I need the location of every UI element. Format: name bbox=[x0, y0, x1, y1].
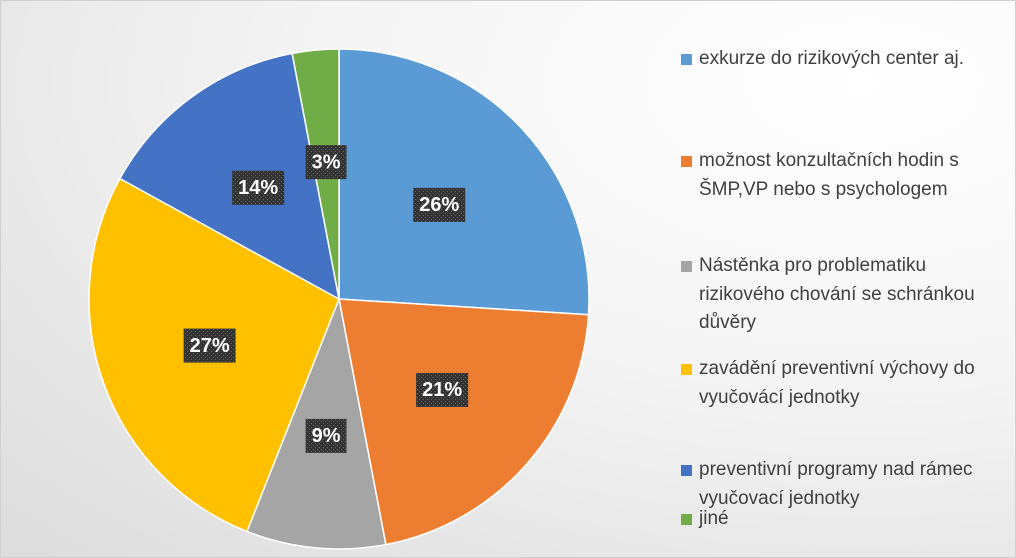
legend-entry: možnost konzultačních hodin s ŠMP,VP neb… bbox=[681, 147, 981, 204]
legend-entry: preventivní programy nad rámec vyučovací… bbox=[681, 456, 981, 513]
data-label: 9% bbox=[305, 418, 347, 453]
data-label-text: 21% bbox=[422, 379, 462, 401]
legend-label: preventivní programy nad rámec vyučovací… bbox=[699, 459, 973, 509]
data-label: 21% bbox=[416, 372, 469, 407]
legend-label: zavádění preventivní výchovy do vyučovác… bbox=[699, 358, 975, 408]
legend-swatch bbox=[681, 364, 692, 375]
data-label-box bbox=[416, 372, 469, 407]
data-label-text: 3% bbox=[312, 151, 341, 173]
data-label-text: 9% bbox=[312, 425, 341, 447]
legend-swatch bbox=[681, 156, 692, 167]
data-label: 27% bbox=[183, 328, 236, 363]
data-label-text: 14% bbox=[238, 177, 278, 199]
data-label-box bbox=[413, 187, 466, 222]
pie-slice bbox=[338, 48, 590, 316]
data-label-box bbox=[305, 145, 347, 180]
data-label-box bbox=[305, 418, 347, 453]
data-label-text: 27% bbox=[190, 335, 230, 357]
data-label: 14% bbox=[232, 170, 285, 205]
legend-swatch bbox=[681, 261, 692, 272]
legend-entry: exkurze do rizikových center aj. bbox=[681, 45, 981, 74]
pie-slice bbox=[118, 52, 341, 301]
pie-slice bbox=[338, 298, 590, 546]
legend-entry: zavádění preventivní výchovy do vyučovác… bbox=[681, 355, 981, 412]
data-label-box bbox=[183, 328, 236, 363]
data-label: 26% bbox=[413, 187, 466, 222]
legend-entry: jiné bbox=[681, 505, 981, 534]
legend-entry: Nástěnka pro problematiku rizikového cho… bbox=[681, 252, 981, 338]
data-label-box bbox=[232, 170, 285, 205]
data-label: 3% bbox=[305, 145, 347, 180]
legend-swatch bbox=[681, 514, 692, 525]
legend-swatch bbox=[681, 54, 692, 65]
legend-label: exkurze do rizikových center aj. bbox=[699, 48, 965, 69]
legend-label: jiné bbox=[699, 508, 729, 529]
legend-label: Nástěnka pro problematiku rizikového cho… bbox=[699, 255, 975, 333]
legend-swatch bbox=[681, 465, 692, 476]
legend-label: možnost konzultačních hodin s ŠMP,VP neb… bbox=[699, 150, 959, 200]
data-label-text: 26% bbox=[419, 194, 459, 216]
